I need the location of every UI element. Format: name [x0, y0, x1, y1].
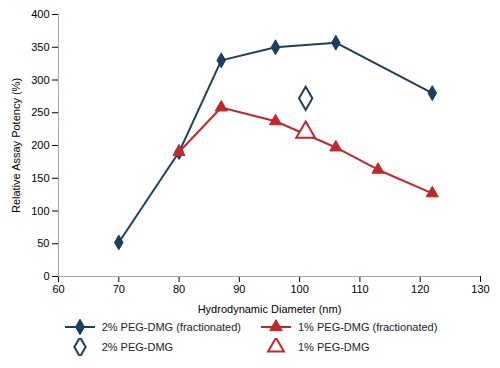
html-text:2% PEG-DMG (fractionated): 2% PEG-DMG (fractionated) — [101, 321, 241, 333]
svg-text:400: 400 — [31, 8, 49, 20]
svg-text:350: 350 — [31, 41, 49, 53]
svg-text:70: 70 — [113, 283, 125, 295]
html-text:1% PEG-DMG: 1% PEG-DMG — [298, 341, 370, 353]
svg-text:Relative Assay Potency (%): Relative Assay Potency (%) — [10, 78, 22, 213]
svg-text:0: 0 — [43, 270, 49, 282]
svg-text:150: 150 — [31, 172, 49, 184]
svg-text:250: 250 — [31, 106, 49, 118]
svg-text:200: 200 — [31, 139, 49, 151]
svg-text:130: 130 — [471, 283, 489, 295]
svg-text:Hydrodynamic Diameter (nm): Hydrodynamic Diameter (nm) — [198, 303, 342, 315]
svg-text:300: 300 — [31, 74, 49, 86]
svg-text:80: 80 — [173, 283, 185, 295]
svg-text:120: 120 — [411, 283, 429, 295]
html-text:2% PEG-DMG: 2% PEG-DMG — [101, 341, 174, 353]
svg-text:90: 90 — [233, 283, 245, 295]
svg-text:60: 60 — [52, 283, 64, 295]
svg-text:110: 110 — [351, 283, 369, 295]
html-text:1% PEG-DMG (fractionated): 1% PEG-DMG (fractionated) — [298, 321, 438, 333]
svg-text:100: 100 — [290, 283, 308, 295]
svg-text:100: 100 — [31, 205, 49, 217]
svg-text:50: 50 — [37, 237, 49, 249]
